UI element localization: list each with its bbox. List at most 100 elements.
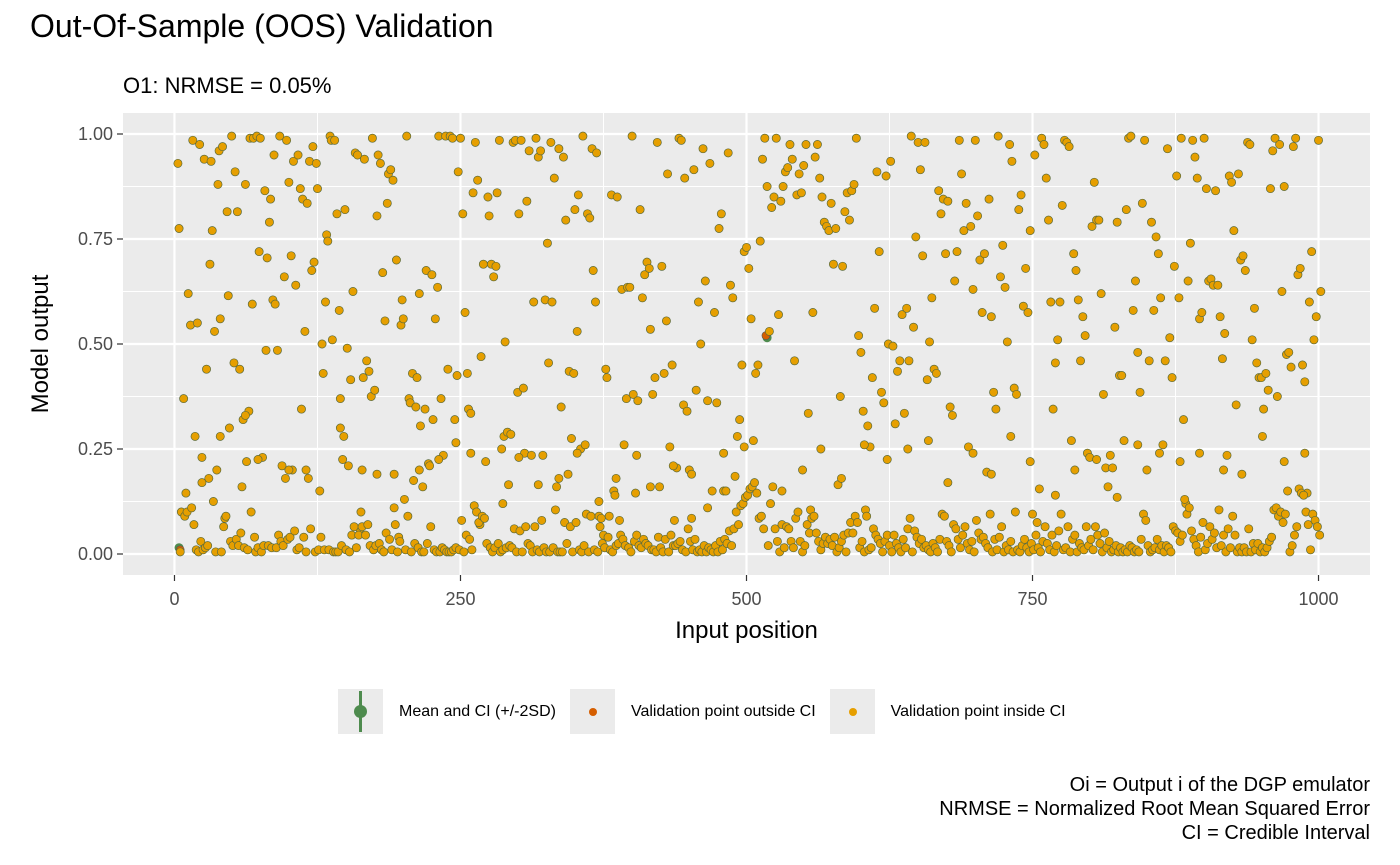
inside-ci-point	[359, 154, 369, 164]
inside-ci-point	[230, 167, 240, 177]
inside-ci-point	[306, 524, 316, 534]
inside-ci-point	[309, 257, 319, 267]
inside-ci-point	[619, 440, 629, 450]
inside-ci-point	[1030, 150, 1040, 160]
inside-ci-point	[218, 142, 227, 152]
inside-ci-point	[837, 473, 846, 483]
inside-ci-point	[301, 547, 311, 557]
y-tick-label: 0.25	[78, 439, 113, 459]
inside-ci-point	[648, 389, 658, 399]
inside-ci-point	[683, 524, 693, 534]
inside-ci-point	[1052, 541, 1061, 551]
inside-ci-point	[261, 345, 271, 355]
inside-ci-point	[303, 473, 313, 483]
inside-ci-point	[1005, 140, 1015, 149]
inside-ci-point	[187, 503, 197, 513]
legend-label-outside: Validation point outside CI	[630, 702, 816, 720]
inside-ci-point	[945, 402, 955, 412]
inside-ci-point	[604, 511, 614, 521]
inside-ci-point	[1087, 221, 1097, 231]
inside-ci-point	[227, 131, 237, 141]
inside-ci-point	[291, 280, 301, 290]
inside-ci-point	[223, 291, 233, 301]
inside-ci-point	[1073, 295, 1083, 305]
inside-ci-point	[489, 272, 499, 282]
inside-ci-point	[1133, 440, 1143, 450]
mean-dot-icon	[354, 705, 367, 718]
inside-ci-point	[1244, 524, 1254, 534]
inside-ci-point	[811, 528, 821, 538]
inside-ci-point	[690, 534, 700, 544]
inside-ci-point	[443, 364, 453, 374]
inside-ci-point	[1149, 305, 1159, 315]
x-tick-label: 250	[445, 589, 475, 609]
inside-ci-point	[907, 547, 917, 557]
inside-ci-point	[1081, 522, 1091, 532]
inside-ci-point	[1309, 335, 1319, 345]
y-tick-label: 0.50	[78, 334, 113, 354]
inside-ci-point	[963, 442, 973, 452]
inside-ci-point	[579, 541, 589, 551]
inside-ci-point	[888, 341, 898, 351]
inside-ci-point	[1228, 511, 1238, 521]
inside-ci-point	[1050, 490, 1060, 500]
inside-ci-point	[262, 253, 272, 263]
inside-ci-point	[1167, 373, 1177, 383]
inside-ci-point	[1104, 536, 1114, 546]
inside-ci-point	[1048, 404, 1058, 414]
inside-ci-point	[703, 503, 713, 513]
inside-ci-point	[465, 534, 475, 544]
inside-ci-point	[414, 465, 424, 475]
inside-ci-point	[927, 293, 937, 303]
inside-ci-point	[728, 293, 738, 303]
inside-ci-point	[1014, 205, 1024, 215]
inside-ci-point	[531, 133, 541, 143]
inside-ci-point	[202, 364, 211, 374]
inside-ci-point	[1172, 171, 1182, 181]
inside-ci-point	[635, 205, 645, 215]
inside-ci-point	[943, 478, 953, 488]
inside-ci-point	[1175, 457, 1185, 467]
inside-ci-point	[389, 503, 399, 513]
inside-ci-point	[1298, 360, 1307, 370]
inside-ci-point	[1222, 450, 1232, 460]
inside-ci-point	[952, 247, 962, 257]
inside-ci-point	[1187, 526, 1196, 536]
inside-ci-point	[436, 394, 446, 404]
legend-key-mean	[338, 689, 383, 734]
inside-ci-point	[661, 316, 671, 326]
inside-ci-point	[732, 431, 742, 441]
inside-ci-point	[950, 276, 960, 286]
inside-ci-point	[1279, 182, 1289, 191]
inside-ci-point	[934, 186, 944, 196]
legend-label-inside: Validation point inside CI	[890, 702, 1066, 720]
inside-ci-point	[254, 247, 264, 257]
inside-ci-point	[1214, 505, 1224, 515]
inside-ci-point	[363, 520, 373, 530]
inside-ci-point	[1020, 534, 1029, 544]
inside-ci-point	[466, 408, 476, 418]
inside-ci-point	[562, 539, 572, 548]
inside-ci-point	[939, 511, 949, 521]
inside-ci-point	[361, 530, 370, 540]
inside-ci-point	[364, 366, 374, 376]
inside-ci-point	[911, 232, 921, 242]
inside-ci-point	[1252, 358, 1262, 368]
inside-ci-point	[1268, 146, 1278, 156]
inside-ci-point	[542, 238, 552, 248]
inside-ci-point	[295, 184, 305, 194]
inside-ci-point	[552, 482, 562, 492]
inside-dot-icon	[848, 708, 857, 716]
inside-ci-point	[793, 507, 803, 517]
inside-ci-point	[494, 135, 504, 145]
inside-ci-point	[1064, 142, 1074, 152]
inside-ci-point	[458, 209, 468, 219]
inside-ci-point	[481, 457, 491, 467]
inside-ci-point	[561, 215, 571, 225]
inside-ci-point	[1092, 455, 1102, 464]
inside-ci-point	[1166, 547, 1176, 557]
inside-ci-point	[222, 207, 232, 217]
inside-ci-point	[391, 255, 401, 265]
legend-label-mean: Mean and CI (+/-2SD)	[399, 702, 556, 720]
inside-ci-point	[196, 536, 206, 546]
